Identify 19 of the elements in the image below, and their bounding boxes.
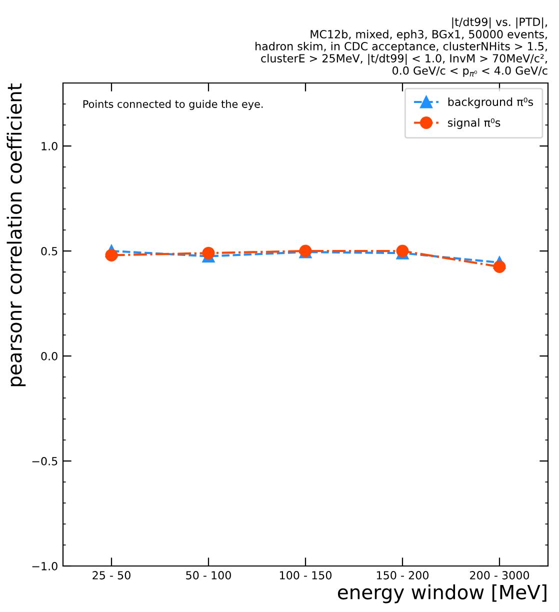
y-tick-label: −0.5 — [32, 456, 58, 466]
chart-title: |t/dt99| vs. |PTD|, MC12b, mixed, eph3, BGx1, 50000 events, hadron skim, in CDC acceptance, clusterNHits > 1.5, clusterE > 25MeV, |t/dt99| < 1.0, InvM > 70MeV/c², 0.0 GeV/c < p$_{π⁰}$ < 4.0 GeV/c — [256, 17, 548, 77]
point — [105, 248, 118, 262]
x-tick-label: 50 - 100 — [186, 571, 231, 580]
legend-label: signal π⁰s — [448, 118, 500, 129]
x-tick-label: 25 - 50 — [92, 571, 130, 580]
y-axis-title: pearsonr correlation coefficient — [6, 83, 26, 386]
point — [202, 246, 215, 260]
x-axis-title: energy window [MeV] — [338, 584, 546, 604]
annotation: Points connected to guide the eye. — [83, 100, 263, 110]
y-tick-label: 0.0 — [41, 352, 58, 360]
legend-label: background π⁰s — [448, 97, 534, 108]
point — [493, 260, 506, 273]
y-tick-label: 1.0 — [42, 142, 58, 150]
y-tick-label: 0.5 — [41, 246, 58, 256]
x-tick-label: 100 - 150 — [280, 571, 332, 580]
y-tick-label: −1.0 — [32, 562, 58, 570]
x-tick-label: 150 - 200 — [376, 571, 429, 580]
x-tick-label: 200 - 3000 — [470, 571, 530, 580]
